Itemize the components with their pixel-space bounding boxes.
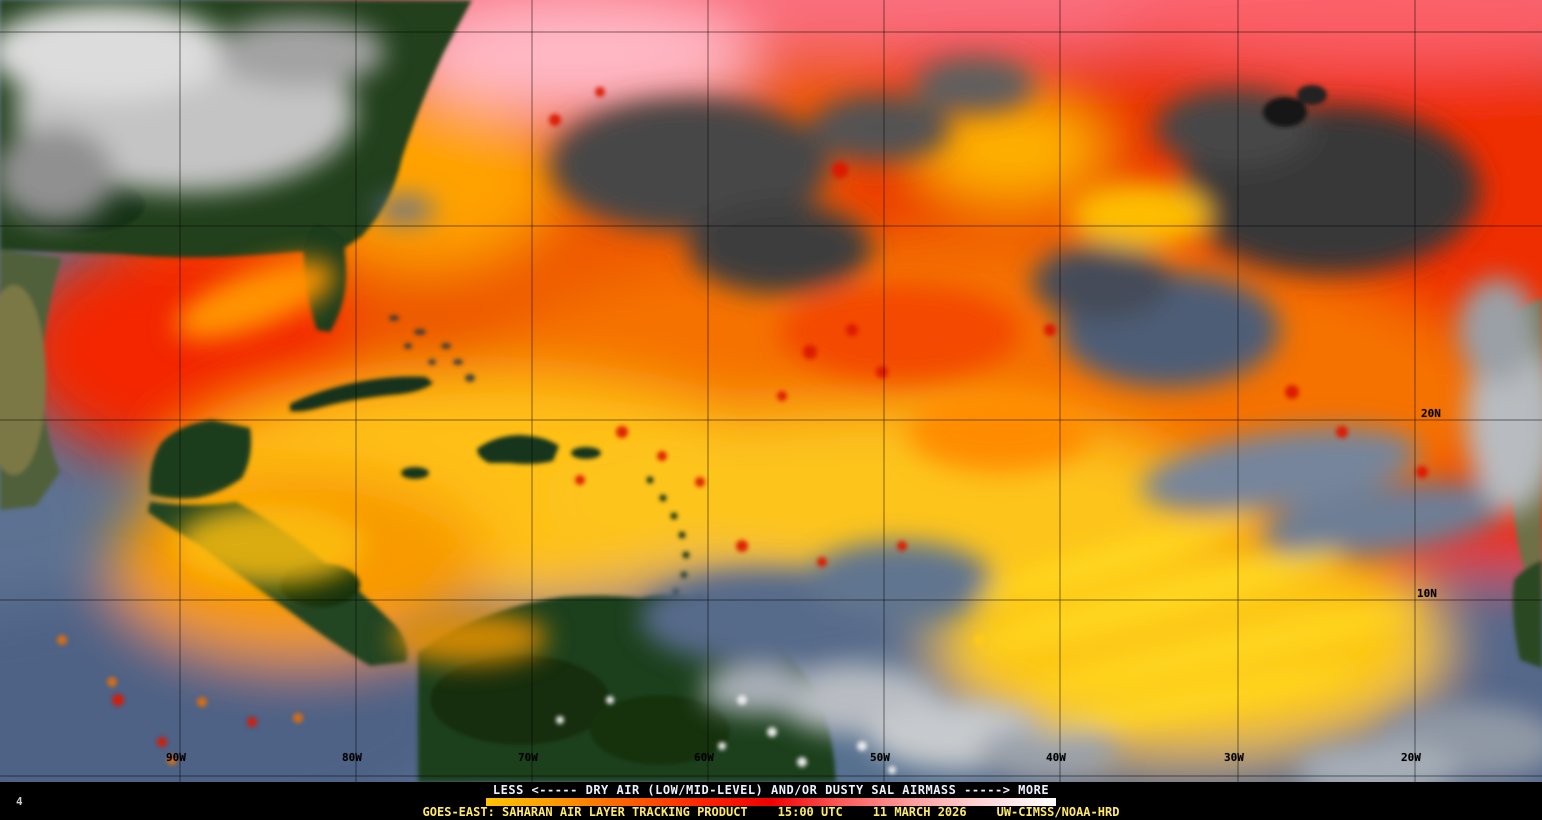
caption-bar: 4 LESS <----- DRY AIR (LOW/MID-LEVEL) AN… (0, 782, 1542, 820)
lon-label-50w: 50W (870, 751, 890, 764)
product-credit: UW-CIMSS/NOAA-HRD (996, 805, 1120, 819)
product-title: GOES-EAST: SAHARAN AIR LAYER TRACKING PR… (422, 805, 748, 819)
graticule-lines (0, 0, 1542, 782)
lon-label-80w: 80W (342, 751, 362, 764)
cloud-layer (0, 4, 1542, 782)
lon-label-20w: 20W (1401, 751, 1421, 764)
frame-number: 4 (16, 795, 23, 808)
speckle-layer (57, 85, 1428, 774)
sal-colorbar (486, 798, 1056, 806)
satellite-map: 20N 10N 90W 80W 70W 60W 50W 40W 30W 20W (0, 0, 1542, 782)
lon-label-90w: 90W (166, 751, 186, 764)
lat-label-10n: 10N (1417, 587, 1437, 600)
product-time: 15:00 UTC (777, 805, 843, 819)
product-caption: GOES-EAST: SAHARAN AIR LAYER TRACKING PR… (0, 805, 1542, 819)
colorbar-caption: LESS <----- DRY AIR (LOW/MID-LEVEL) AND/… (492, 783, 1050, 797)
product-date: 11 MARCH 2026 (872, 805, 967, 819)
sal-satellite-image (0, 0, 1542, 782)
lat-label-20n: 20N (1421, 407, 1441, 420)
lon-label-70w: 70W (518, 751, 538, 764)
lon-label-40w: 40W (1046, 751, 1066, 764)
lon-label-60w: 60W (694, 751, 714, 764)
lon-label-30w: 30W (1224, 751, 1244, 764)
